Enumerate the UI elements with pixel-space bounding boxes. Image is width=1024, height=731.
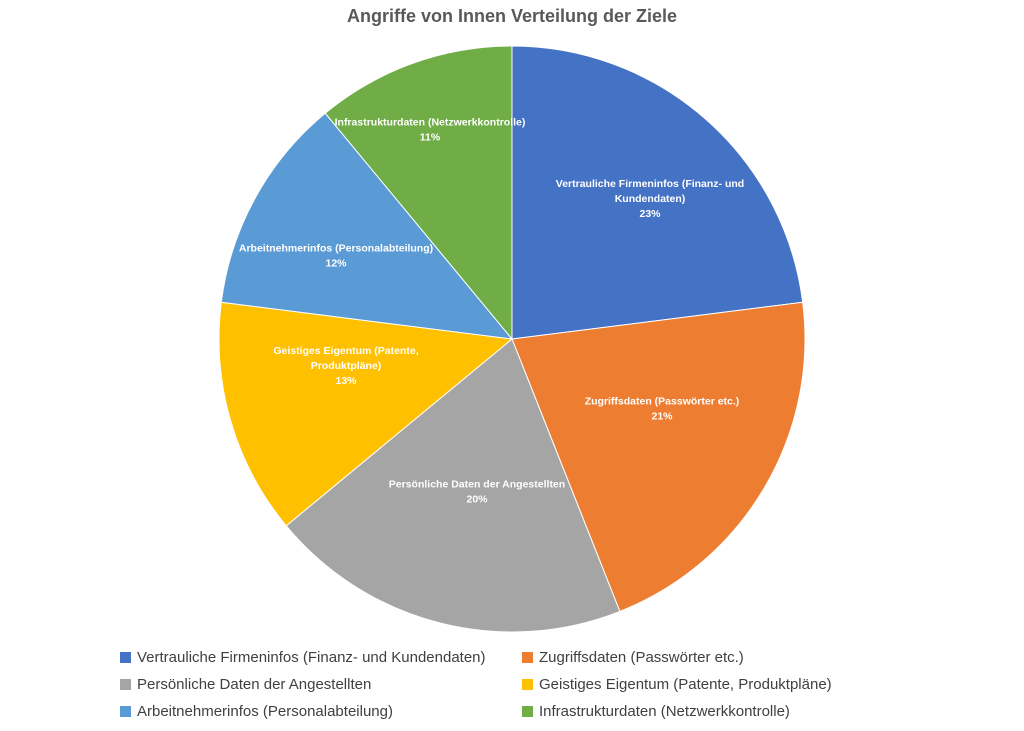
slice-data-label: Arbeitnehmerinfos (Personalabteilung) 12% xyxy=(239,243,433,270)
legend-label: Infrastrukturdaten (Netzwerkkontrolle) xyxy=(539,703,790,720)
legend-swatch xyxy=(120,706,131,717)
legend-swatch xyxy=(522,652,533,663)
pie-slice xyxy=(324,45,513,341)
legend-label: Zugriffsdaten (Passwörter etc.) xyxy=(539,649,744,666)
chart-title: Angriffe von Innen Verteilung der Ziele xyxy=(346,6,678,26)
slice-data-label: Persönliche Daten der Angestellten 20% xyxy=(389,479,565,506)
legend-item: Geistiges Eigentum (Patente, Produktplän… xyxy=(522,671,910,698)
slice-data-label: Zugriffsdaten (Passwörter etc.) 21% xyxy=(585,396,740,423)
pie-slice xyxy=(218,301,514,527)
legend-label: Geistiges Eigentum (Patente, Produktplän… xyxy=(539,676,832,693)
legend-swatch xyxy=(120,679,131,690)
pie-slice xyxy=(511,45,804,340)
legend-item: Zugriffsdaten (Passwörter etc.) xyxy=(522,644,910,671)
legend: Vertrauliche Firmeninfos (Finanz- und Ku… xyxy=(108,638,908,728)
legend-item: Arbeitnehmerinfos (Personalabteilung) xyxy=(120,698,522,725)
legend-label: Persönliche Daten der Angestellten xyxy=(137,676,372,693)
legend-swatch xyxy=(522,706,533,717)
slice-data-label: Geistiges Eigentum (Patente, Produktpläne… xyxy=(273,345,418,387)
pie-slice xyxy=(220,112,514,340)
legend-swatch xyxy=(120,652,131,663)
legend-label: Arbeitnehmerinfos (Personalabteilung) xyxy=(137,703,393,720)
slice-data-label: Infrastrukturdaten (Netzwerkkontrolle) 11… xyxy=(335,117,526,144)
legend-swatch xyxy=(522,679,533,690)
pie-slice xyxy=(511,301,806,613)
legend-label: Vertrauliche Firmeninfos (Finanz- und Ku… xyxy=(137,649,486,666)
slice-data-label: Vertrauliche Firmeninfos (Finanz- und Kun… xyxy=(556,178,744,220)
legend-item: Infrastrukturdaten (Netzwerkkontrolle) xyxy=(522,698,910,725)
legend-item: Vertrauliche Firmeninfos (Finanz- und Ku… xyxy=(120,644,522,671)
pie-slice xyxy=(285,338,621,633)
legend-item: Persönliche Daten der Angestellten xyxy=(120,671,522,698)
